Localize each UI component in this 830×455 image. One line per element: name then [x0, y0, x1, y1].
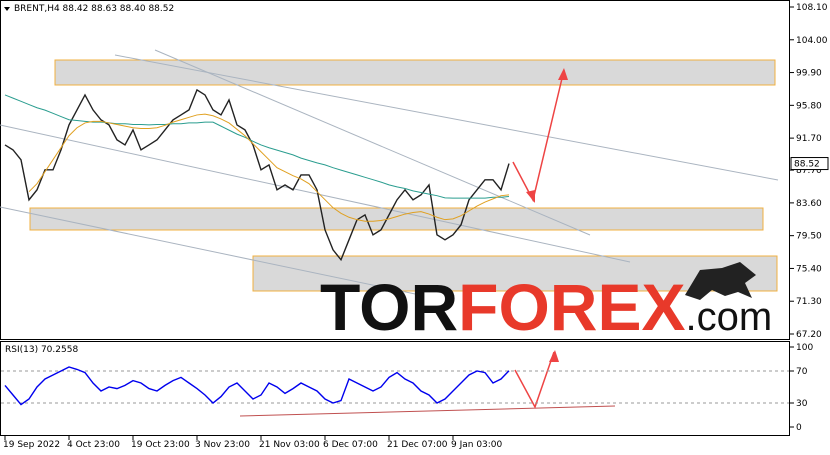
y-tick-label: 79.50 — [796, 232, 822, 242]
watermark-part: TOR — [320, 270, 458, 344]
channel-line — [154, 49, 591, 236]
watermark-part: FOREX — [458, 270, 685, 344]
rsi-arrow — [514, 351, 555, 409]
price-label: 88.52 — [794, 160, 820, 170]
y-tick-label: 95.80 — [796, 101, 822, 111]
channel-line — [0, 206, 421, 296]
rsi-title: RSI(13) 70.2558 — [5, 345, 78, 355]
arrow-head — [526, 190, 535, 203]
x-tick-label: 3 Nov 23:00 — [195, 440, 250, 450]
y-tick-label: 108.10 — [796, 3, 828, 13]
y-tick-label: 91.70 — [796, 134, 822, 144]
channel-line — [0, 124, 631, 263]
logo-bull — [685, 262, 756, 300]
x-tick-label: 9 Jan 03:00 — [451, 440, 503, 450]
x-tick-label: 21 Dec 07:00 — [387, 440, 448, 450]
y-tick-label: 99.90 — [796, 69, 822, 79]
plot — [1, 88, 789, 406]
watermark-part: .com — [685, 295, 772, 339]
annotations — [0, 49, 779, 417]
arrow-head — [549, 350, 559, 362]
y-tick-label: 87.70 — [796, 166, 822, 176]
y-tick-label: 83.60 — [796, 199, 822, 209]
y-tick-label: 70 — [796, 367, 808, 377]
main-frame — [0, 0, 790, 340]
x-tick-label: 21 Nov 03:00 — [259, 440, 320, 450]
support-zone — [252, 255, 778, 292]
x-tick-label: 19 Oct 23:00 — [131, 440, 190, 450]
y-tick-label: 30 — [796, 399, 808, 409]
y-tick-label: 0 — [796, 423, 802, 433]
x-tick-label: 19 Sep 2022 — [3, 440, 60, 450]
rsi-trend-line — [239, 405, 616, 417]
x-tick-label: 4 Oct 23:00 — [67, 440, 120, 450]
series-line — [4, 88, 510, 262]
series-line — [4, 366, 510, 406]
y-tick-label: 104.00 — [796, 36, 828, 46]
y-tick-label: 100 — [796, 343, 813, 353]
x-tick-label: 6 Dec 07:00 — [323, 440, 378, 450]
y-tick-label: 71.30 — [796, 297, 822, 307]
support-zone — [29, 207, 764, 231]
watermark: TORFOREX.com — [320, 270, 772, 344]
chart-title: BRENT,H4 88.42 88.63 88.40 88.52 — [14, 4, 174, 14]
rsi-frame — [0, 341, 790, 436]
y-tick-label: 75.40 — [796, 264, 822, 274]
arrow-head — [558, 68, 568, 80]
resistance-zone — [54, 59, 776, 86]
channel-line — [114, 54, 779, 181]
y-tick-label: 67.20 — [796, 330, 822, 340]
series-line — [4, 94, 510, 199]
title-marker — [4, 7, 10, 11]
series-line — [28, 113, 510, 222]
price-box — [790, 157, 829, 171]
